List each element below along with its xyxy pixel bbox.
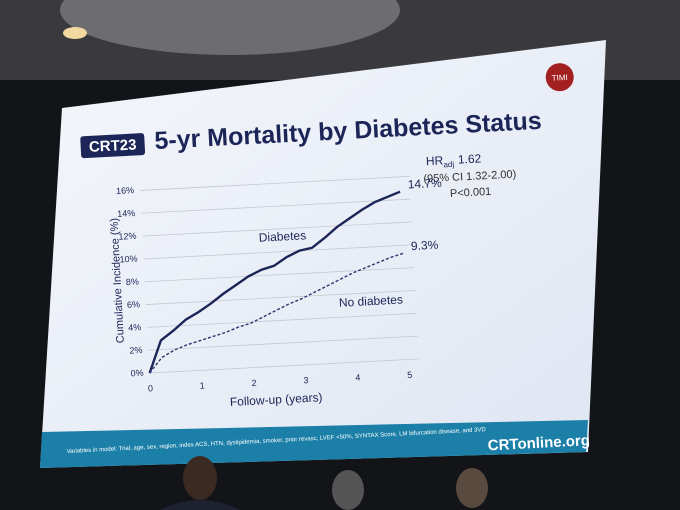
y-tick-label: 16% xyxy=(116,185,135,196)
website: CRTonline.org xyxy=(487,432,590,454)
audience-head xyxy=(456,468,488,508)
audience-head xyxy=(183,456,217,500)
y-tick-label: 10% xyxy=(119,254,138,265)
x-tick-label: 3 xyxy=(303,375,309,385)
hr-ci: (95% CI 1.32-2.00) xyxy=(423,169,516,186)
hr-subscript: adj xyxy=(443,160,454,170)
grid-line xyxy=(147,312,417,328)
end-label: 14.7% xyxy=(407,176,442,192)
grid-line xyxy=(141,198,411,214)
grid-line xyxy=(146,290,416,305)
ceiling-light xyxy=(63,27,87,39)
grid-line xyxy=(148,335,419,351)
audience-head xyxy=(332,470,364,510)
y-tick-label: 6% xyxy=(127,299,141,310)
grid-line xyxy=(144,267,415,283)
series-line xyxy=(149,252,404,374)
grid-line xyxy=(142,221,413,237)
x-tick-label: 2 xyxy=(251,378,257,388)
y-tick-label: 2% xyxy=(129,345,143,356)
badge-icon xyxy=(545,63,574,92)
series-label: Diabetes xyxy=(258,228,306,244)
x-axis-label: Follow-up (years) xyxy=(230,390,323,409)
y-tick-label: 8% xyxy=(126,276,140,287)
y-tick-label: 14% xyxy=(117,208,136,219)
x-tick-label: 1 xyxy=(200,381,206,391)
x-tick-label: 5 xyxy=(407,370,413,380)
audience-body xyxy=(160,500,240,510)
logo: CRT23 xyxy=(89,136,137,155)
y-tick-label: 0% xyxy=(130,368,144,379)
series-label: No diabetes xyxy=(339,292,404,309)
x-tick-label: 4 xyxy=(355,372,361,382)
y-tick-label: 4% xyxy=(128,322,142,333)
x-tick-label: 0 xyxy=(148,383,154,393)
grid-line xyxy=(143,244,414,260)
badge: TIMI xyxy=(552,73,568,83)
logo-box xyxy=(80,133,146,159)
p-value: P<0.001 xyxy=(450,186,492,200)
grid-line xyxy=(140,175,410,191)
end-label: 9.3% xyxy=(411,238,439,253)
hr: HR xyxy=(426,154,444,169)
slide xyxy=(40,40,606,468)
grid-line xyxy=(149,358,420,374)
hr-label: HRadj 1.62 xyxy=(426,152,482,171)
slide-footer-bar xyxy=(40,420,588,468)
chandelier xyxy=(60,0,400,55)
y-tick-label: 12% xyxy=(118,231,137,242)
hr-value: 1.62 xyxy=(458,152,482,167)
series-line xyxy=(148,190,401,374)
